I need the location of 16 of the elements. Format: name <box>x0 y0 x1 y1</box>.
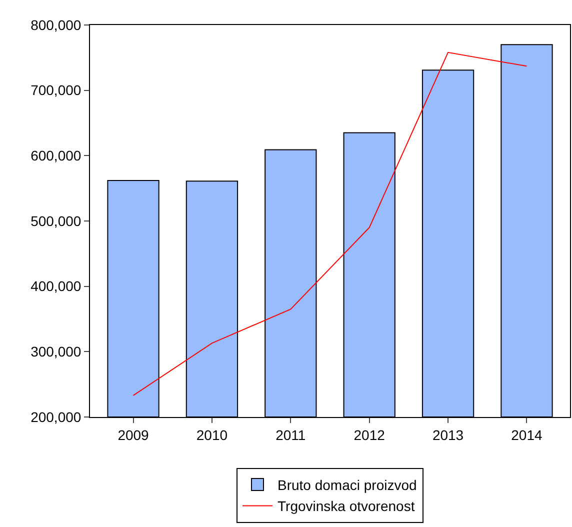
line-series <box>132 52 528 396</box>
x-tick-label: 2014 <box>511 426 542 443</box>
x-tick-label: 2011 <box>276 426 306 443</box>
legend-label: Trgovinska otvorenost <box>278 498 415 514</box>
x-tick-label: 2010 <box>196 426 228 443</box>
y-tick-label: 400,000 <box>30 278 82 294</box>
y-tick-label: 200,000 <box>30 408 82 425</box>
x-tick-label: 2009 <box>118 426 150 443</box>
y-tick-label: 300,000 <box>30 344 82 360</box>
y-tick-label: 500,000 <box>30 212 82 229</box>
x-tick-label: 2012 <box>354 426 386 443</box>
y-tick-label: 700,000 <box>30 82 82 98</box>
x-tick-label: 2013 <box>432 426 464 443</box>
y-tick-label: 600,000 <box>30 148 82 164</box>
y-tick-label: 800,000 <box>30 16 82 33</box>
legend-label: Bruto domaci proizvod <box>278 477 417 494</box>
